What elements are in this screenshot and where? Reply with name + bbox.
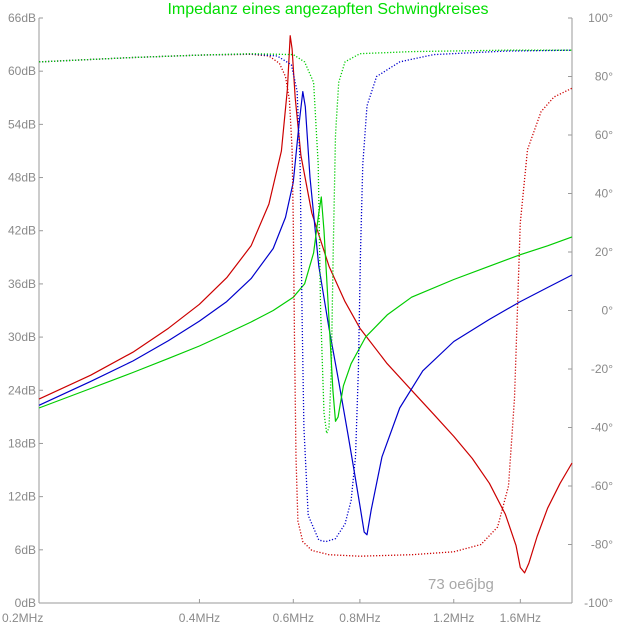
y-right-tick-label: 80° (595, 70, 613, 84)
phase-curve-3 (38, 53, 573, 557)
y-right-tick-label: 40° (595, 187, 613, 201)
plot-curves (38, 35, 573, 574)
y-left-tick-label: 66dB (8, 11, 36, 25)
y-right-tick-label: -40° (591, 421, 613, 435)
y-left-tick-label: 48dB (8, 171, 36, 185)
x-tick-label: 0.8MHz (339, 611, 380, 625)
y-right-tick-label: 20° (595, 245, 613, 259)
y-right-tick-label: -20° (591, 362, 613, 376)
y-left-tick-label: 6dB (15, 543, 36, 557)
y-right-tick-label: -80° (591, 538, 613, 552)
y-axis-left: 0dB 6dB 12dB 18dB 24dB 30dB 36dB 42dB 48dB 54dB 60… (8, 11, 43, 610)
magnitude-curve-2 (38, 196, 573, 422)
y-left-tick-label: 60dB (8, 64, 36, 78)
y-left-tick-label: 24dB (8, 383, 36, 397)
y-right-tick-label: 0° (602, 304, 614, 318)
signature-label: 73 oe6jbg (428, 576, 494, 593)
y-right-tick-label: -60° (591, 479, 613, 493)
y-left-tick-label: 0dB (15, 596, 36, 610)
magnitude-curve-1 (38, 91, 573, 536)
x-tick-label: 0.2MHz (2, 611, 43, 625)
y-left-tick-label: 18dB (8, 436, 36, 450)
x-tick-label: 0.6MHz (273, 611, 314, 625)
chart-title: Impedanz eines angezapften Schwingkreise… (167, 1, 488, 18)
magnitude-curve-0 (38, 35, 573, 574)
phase-curve-5 (38, 49, 572, 435)
y-right-tick-label: -100° (584, 596, 613, 610)
x-tick-label: 0.4MHz (179, 611, 220, 625)
y-right-tick-label: 60° (595, 128, 613, 142)
y-left-tick-label: 42dB (8, 224, 36, 238)
x-tick-label: 1.6MHz (500, 611, 541, 625)
y-right-tick-label: 100° (588, 11, 613, 25)
x-tick-label: 1.2MHz (433, 611, 474, 625)
phase-curve-4 (38, 49, 573, 543)
y-left-tick-label: 54dB (8, 117, 36, 131)
y-axis-right: -100° -80° -60° -40° -20° 0° 20° 40° 60° 80° 100° (568, 11, 613, 610)
x-axis: 0.2MHz 0.4MHz 0.6MHz 0.8MHz 1.2MHz 1.6MHz (2, 599, 541, 625)
y-left-tick-label: 12dB (8, 490, 36, 504)
y-left-tick-label: 30dB (8, 330, 36, 344)
y-left-tick-label: 36dB (8, 277, 36, 291)
